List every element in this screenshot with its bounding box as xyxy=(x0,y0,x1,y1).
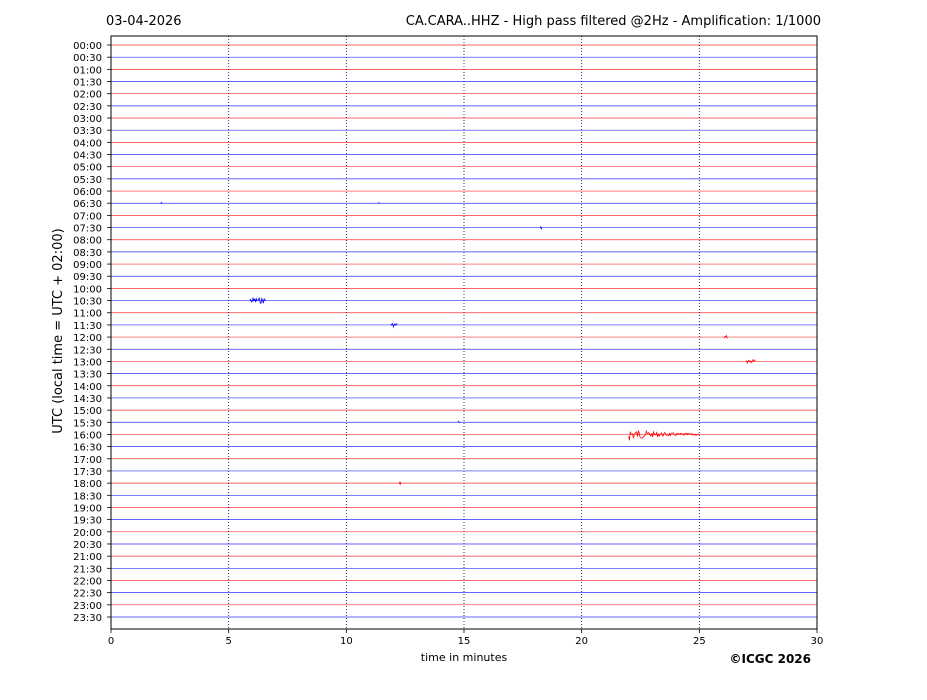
event xyxy=(398,481,402,486)
y-tick-label: 02:30 xyxy=(73,102,102,113)
y-tick-label: 23:00 xyxy=(73,601,102,612)
y-tick-label: 19:30 xyxy=(73,516,102,527)
y-tick-label: 07:30 xyxy=(73,224,102,235)
y-tick-label: 16:30 xyxy=(73,443,102,454)
y-tick-label: 22:30 xyxy=(73,589,102,600)
y-tick-label: 23:30 xyxy=(73,613,102,624)
y-tick-label: 16:00 xyxy=(73,430,102,441)
y-tick-label: 00:30 xyxy=(73,53,102,64)
event xyxy=(540,225,543,230)
y-axis-label: UTC (local time = UTC + 02:00) xyxy=(51,228,66,433)
x-tick-label: 5 xyxy=(225,636,231,647)
y-tick-label: 21:30 xyxy=(73,564,102,575)
y-tick-label: 07:00 xyxy=(73,211,102,222)
y-tick-label: 19:00 xyxy=(73,503,102,514)
y-tick-label: 13:30 xyxy=(73,370,102,381)
y-tick-label: 03:30 xyxy=(73,126,102,137)
plot-frame xyxy=(110,35,818,630)
event xyxy=(746,359,756,365)
event xyxy=(249,296,267,304)
chart-subtitle: CA.CARA..HHZ - High pass filtered @2Hz -… xyxy=(406,14,821,29)
chart-title: 03-04-2026 xyxy=(106,14,182,29)
y-tick-label: 22:00 xyxy=(73,576,102,587)
event xyxy=(160,201,163,204)
event xyxy=(723,334,728,339)
x-axis-label: time in minutes xyxy=(421,651,508,664)
x-tick-label: 0 xyxy=(108,636,114,647)
y-tick-label: 05:30 xyxy=(73,175,102,186)
y-tick-label: 20:00 xyxy=(73,528,102,539)
y-tick-label: 00:00 xyxy=(73,41,102,52)
y-tick-label: 10:00 xyxy=(73,284,102,295)
y-tick-label: 09:00 xyxy=(73,260,102,271)
y-tick-label: 04:30 xyxy=(73,151,102,162)
y-tick-label: 03:00 xyxy=(73,114,102,125)
y-tick-label: 05:00 xyxy=(73,163,102,174)
event xyxy=(457,420,460,424)
y-tick-label: 11:30 xyxy=(73,321,102,332)
y-tick-label: 10:30 xyxy=(73,297,102,308)
y-tick-label: 20:30 xyxy=(73,540,102,551)
y-tick-label: 12:00 xyxy=(73,333,102,344)
y-tick-label: 09:30 xyxy=(73,272,102,283)
y-tick-label: 08:00 xyxy=(73,236,102,247)
y-tick-label: 12:30 xyxy=(73,345,102,356)
y-tick-label: 13:00 xyxy=(73,357,102,368)
event xyxy=(390,323,398,329)
x-tick-label: 20 xyxy=(575,636,588,647)
y-tick-label: 02:00 xyxy=(73,90,102,101)
footer: ©ICGC 2026 xyxy=(729,652,811,666)
y-tick-label: 06:30 xyxy=(73,199,102,210)
y-tick-label: 06:00 xyxy=(73,187,102,198)
y-tick-label: 04:00 xyxy=(73,138,102,149)
y-tick-label: 01:00 xyxy=(73,65,102,76)
x-tick-label: 30 xyxy=(811,636,824,647)
event xyxy=(377,202,380,204)
y-tick-label: 14:00 xyxy=(73,382,102,393)
y-tick-label: 21:00 xyxy=(73,552,102,563)
y-tick-label: 17:30 xyxy=(73,467,102,478)
y-tick-label: 01:30 xyxy=(73,78,102,89)
y-tick-label: 14:30 xyxy=(73,394,102,405)
x-tick-label: 25 xyxy=(693,636,706,647)
x-tick-label: 10 xyxy=(340,636,353,647)
y-tick-label: 18:00 xyxy=(73,479,102,490)
y-tick-label: 15:00 xyxy=(73,406,102,417)
y-tick-label: 17:00 xyxy=(73,455,102,466)
y-tick-label: 18:30 xyxy=(73,491,102,502)
x-tick-label: 15 xyxy=(458,636,471,647)
event xyxy=(628,429,700,441)
y-tick-label: 11:00 xyxy=(73,309,102,320)
y-tick-label: 08:30 xyxy=(73,248,102,259)
y-tick-label: 15:30 xyxy=(73,418,102,429)
